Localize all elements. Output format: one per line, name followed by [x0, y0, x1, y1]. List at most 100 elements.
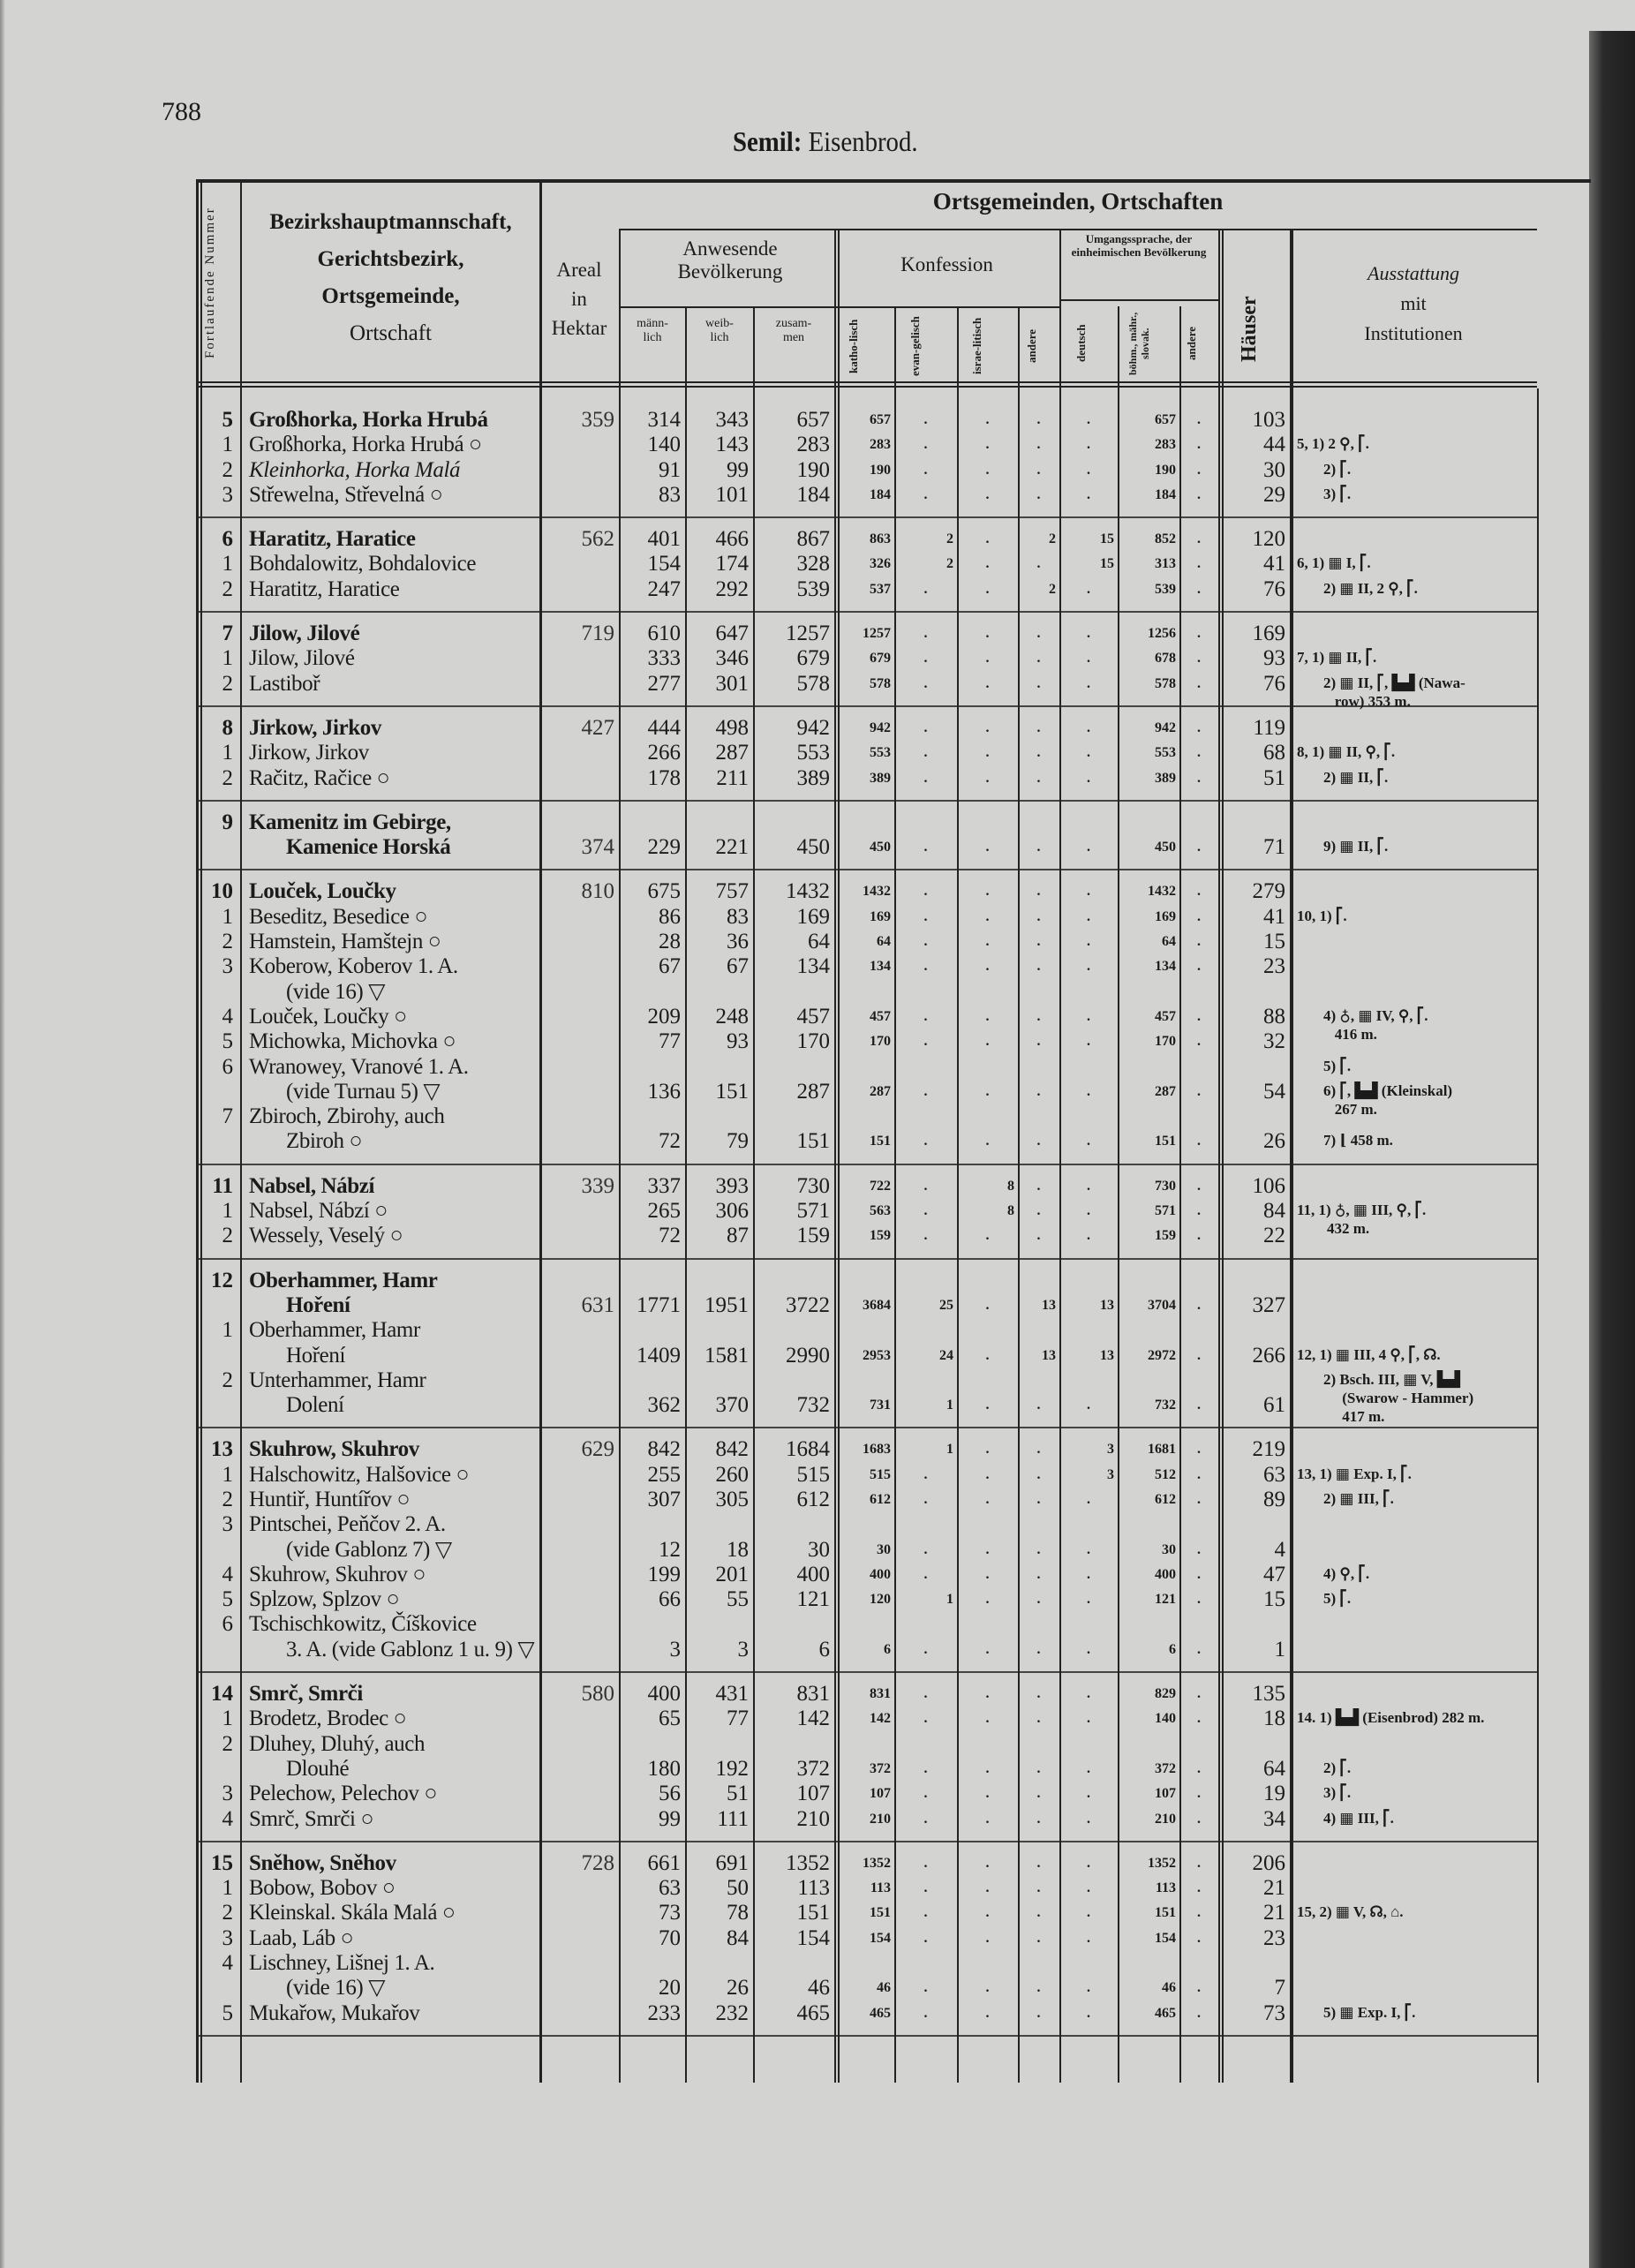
cell-haeuser	[1218, 810, 1290, 835]
cell-zusammen: 389	[796, 765, 831, 790]
cell-weiblich: 151	[715, 1079, 750, 1104]
cell-evangelisch: 24	[939, 1347, 953, 1363]
row-number	[196, 1080, 240, 1104]
column-rule	[1290, 229, 1293, 2083]
row-number: 1	[222, 1318, 234, 1343]
row-number: 13	[211, 1437, 233, 1462]
cell-zusammen: 46	[808, 1976, 830, 2001]
cell-israelitisch: .	[985, 556, 990, 572]
cell-zusammen: 578	[796, 671, 831, 696]
cell-andere-konfession: .	[1036, 959, 1041, 975]
ausstattung-cell	[1290, 1876, 1537, 1901]
column-rule	[1018, 306, 1020, 2083]
cell-areal	[539, 1757, 619, 1782]
cell-andere-sprache	[1179, 1055, 1218, 1080]
place-name: Haratitz, Haratice	[249, 527, 416, 552]
cell-areal	[539, 1055, 619, 1080]
cell-zusammen: 328	[796, 552, 831, 576]
cell-andere-sprache: .	[1197, 556, 1201, 572]
cell-andere-sprache: .	[1197, 1491, 1201, 1507]
cell-zusammen: 169	[796, 904, 831, 929]
cell-andere-konfession	[1018, 1318, 1059, 1343]
row-number: 2	[222, 457, 234, 482]
cell-andere-konfession: .	[1036, 437, 1041, 453]
cell-katholisch: 64	[877, 934, 891, 950]
cell-haeuser: 119	[1253, 715, 1285, 740]
locality-row: 5 Michowka, Michovka ○ 77 93 170 170.... 170. 3…	[196, 1029, 1537, 1054]
place-name: Střewelna, Střevelná ○	[249, 482, 443, 507]
cell-haeuser: 19	[1263, 1782, 1285, 1806]
cell-maennlich: 66	[659, 1587, 681, 1612]
row-number	[196, 1293, 240, 1318]
cell-andere-konfession: .	[1036, 1134, 1041, 1149]
row-number: 5	[222, 408, 234, 432]
cell-maennlich	[619, 1269, 685, 1293]
row-number: 1	[222, 1199, 234, 1224]
cell-maennlich: 1409	[637, 1343, 681, 1368]
place-name: Louček, Loučky	[249, 879, 396, 904]
cell-andere-konfession: .	[1036, 934, 1041, 950]
cell-katholisch: 465	[870, 2005, 891, 2021]
cell-weiblich: 87	[727, 1224, 749, 1248]
cell-katholisch: 831	[870, 1686, 891, 1702]
cell-andere-konfession	[1018, 1732, 1059, 1757]
locality-row: 2 Wessely, Veselý ○ 72 87 159 159.... 159. 22	[196, 1224, 1537, 1248]
cell-katholisch: 1352	[863, 1855, 891, 1871]
cell-andere-sprache: .	[1197, 1786, 1201, 1802]
ausstattung-cell: 13, 1) ▦ Exp. I, ⎡.	[1290, 1463, 1537, 1488]
cell-evangelisch	[894, 1732, 957, 1757]
cell-katholisch: 3684	[863, 1297, 891, 1313]
row-number	[196, 835, 240, 860]
cell-haeuser: 23	[1263, 1925, 1285, 1950]
cell-evangelisch: 1	[946, 1398, 953, 1413]
cell-evangelisch: .	[923, 437, 928, 453]
cell-haeuser	[1218, 1055, 1290, 1080]
cell-andere-konfession	[1018, 1512, 1059, 1537]
column-rule	[1118, 306, 1119, 2083]
cell-boehmisch: 121	[1155, 1592, 1176, 1608]
cell-weiblich: 393	[715, 1173, 750, 1198]
place-name: Hamstein, Hamštejn ○	[249, 930, 441, 954]
cell-andere-konfession: .	[1036, 1008, 1041, 1024]
municipality-row: 7 Jilow, Jilové 719 610 647 1257 1257.... 1256.…	[196, 622, 1537, 646]
cell-katholisch: 151	[870, 1905, 891, 1921]
ausstattung-cell: 2) ▦ II, ⎡.	[1290, 766, 1537, 791]
header-bezirkshauptmannschaft: Bezirkshauptmannschaft,	[269, 210, 512, 234]
ausstattung-cell	[1290, 1029, 1537, 1054]
cell-weiblich: 79	[727, 1129, 749, 1154]
cell-evangelisch: .	[923, 1034, 928, 1050]
cell-boehmisch: 154	[1155, 1930, 1176, 1946]
cell-maennlich: 247	[647, 576, 682, 601]
place-name: Kleinhorka, Horka Malá	[249, 457, 461, 482]
locality-row: 4 Louček, Loučky ○ 209 248 457 457.... 457. 88 4…	[196, 1005, 1537, 1043]
cell-areal	[539, 1732, 619, 1757]
cell-zusammen	[753, 1732, 834, 1757]
cell-areal	[539, 1563, 619, 1587]
cell-zusammen	[753, 1951, 834, 1976]
cell-deutsch: .	[1087, 934, 1090, 950]
cell-areal	[539, 1318, 619, 1343]
cell-haeuser: 23	[1263, 954, 1285, 979]
cell-areal: 359	[581, 408, 615, 432]
place-name: (vide Gablonz 7) ▽	[286, 1537, 452, 1562]
cell-andere-konfession	[1018, 1269, 1059, 1293]
cell-weiblich: 174	[715, 552, 750, 576]
cell-israelitisch: .	[985, 934, 990, 950]
cell-katholisch: 151	[870, 1134, 891, 1149]
ausstattung-cell: 6, 1) ▦ I, ⎡.	[1290, 552, 1537, 576]
municipality-group: 12 Oberhammer, Hamr Hoření 631 1771 1951 3722 3…	[196, 1260, 1537, 1429]
cell-maennlich	[619, 1104, 685, 1129]
cell-andere-sprache: .	[1197, 1203, 1201, 1219]
place-name: Nabsel, Nábzí ○	[249, 1199, 388, 1224]
ausstattung-note: 5, 1) 2 ⚲, ⎡.	[1297, 435, 1369, 453]
locality-row: 1 Jirkow, Jirkov 266 287 553 553.... 553. 68 8, …	[196, 741, 1537, 765]
cell-areal	[539, 646, 619, 671]
cell-katholisch: 1432	[863, 884, 891, 900]
locality-row: 1 Großhorka, Horka Hrubá ○ 140 143 283 283...…	[196, 433, 1537, 457]
cell-deutsch: .	[1087, 884, 1090, 900]
locality-row: (vide Gablonz 7) ▽ 12 18 30 30.... 30. 4	[196, 1538, 1537, 1563]
ausstattung-cell: 5) ⎡.	[1290, 1587, 1537, 1612]
ausstattung-note: 2) ▦ II, ⎡.	[1323, 768, 1389, 786]
ausstattung-note: 5) ⎡.	[1323, 1590, 1352, 1608]
ausstattung-cell	[1290, 1951, 1537, 1976]
